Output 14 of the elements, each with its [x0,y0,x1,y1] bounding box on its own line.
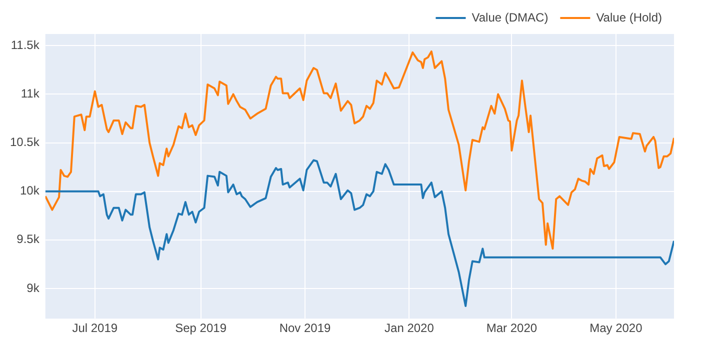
x-tick-label: Sep 2019 [175,321,227,336]
x-tick-label: Jan 2020 [384,321,434,336]
y-tick-label: 10k [20,184,40,198]
y-tick-label: 10.5k [10,135,40,150]
legend-label: Value (Hold) [596,10,662,24]
x-tick-label: May 2020 [590,321,643,336]
y-tick-label: 9k [26,280,40,295]
y-tick-label: 9.5k [16,232,40,246]
y-tick-label: 11k [20,86,40,101]
x-tick-label: Jul 2019 [72,321,118,336]
y-tick-label: 11.5k [10,38,40,52]
x-tick-label: Mar 2020 [486,321,538,336]
x-tick-label: Nov 2019 [279,321,332,336]
legend-label: Value (DMAC) [472,10,548,24]
